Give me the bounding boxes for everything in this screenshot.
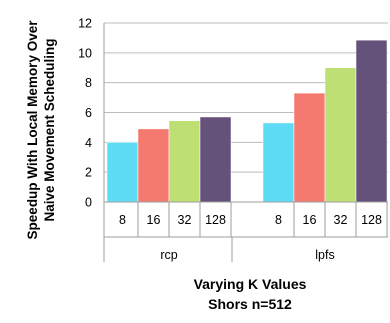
group-label-rcp: rcp <box>160 248 177 262</box>
y-tick-label: 12 <box>78 17 92 31</box>
x-tick-label: 128 <box>205 213 226 227</box>
bar-lpfs-16 <box>293 92 326 203</box>
x-tick-label: 8 <box>275 213 282 227</box>
x-tick-label: 8 <box>119 213 126 227</box>
x-tick-label: 32 <box>178 213 192 227</box>
y-axis-label-line-1: Speedup With Local Memory Over <box>25 20 40 240</box>
y-axis-label-line-2: Naive Movement Scheduling <box>42 38 57 221</box>
bars <box>106 39 388 203</box>
bar-rcp-8 <box>106 142 139 203</box>
y-tick-label: 6 <box>85 106 92 120</box>
bar-lpfs-8 <box>262 122 295 203</box>
y-axis-label: Speedup With Local Memory Over Naive Mov… <box>25 20 57 240</box>
bar-rcp-32 <box>168 120 201 203</box>
y-tick-label: 8 <box>85 76 92 90</box>
y-tick-label: 4 <box>85 136 92 150</box>
bar-lpfs-128 <box>355 39 388 203</box>
chart-subtitle: Shors n=512 <box>208 296 292 312</box>
x-tick-label: 128 <box>361 213 382 227</box>
x-axis-title: Varying K Values <box>194 276 307 292</box>
x-category-labels: 8 16 32 128 rcp 8 16 32 128 lpfs <box>119 213 382 262</box>
x-tick-label: 16 <box>303 213 317 227</box>
y-tick-label: 0 <box>85 196 92 210</box>
y-tick-label: 10 <box>78 46 92 60</box>
axes <box>103 23 388 262</box>
bar-rcp-16 <box>137 128 170 203</box>
x-tick-label: 16 <box>147 213 161 227</box>
bar-rcp-128 <box>199 116 232 203</box>
x-tick-label: 32 <box>334 213 348 227</box>
y-tick-labels: 0 2 4 6 8 10 12 <box>78 17 92 210</box>
bar-lpfs-32 <box>324 67 357 203</box>
y-tick-label: 2 <box>85 166 92 180</box>
group-label-lpfs: lpfs <box>315 248 334 262</box>
